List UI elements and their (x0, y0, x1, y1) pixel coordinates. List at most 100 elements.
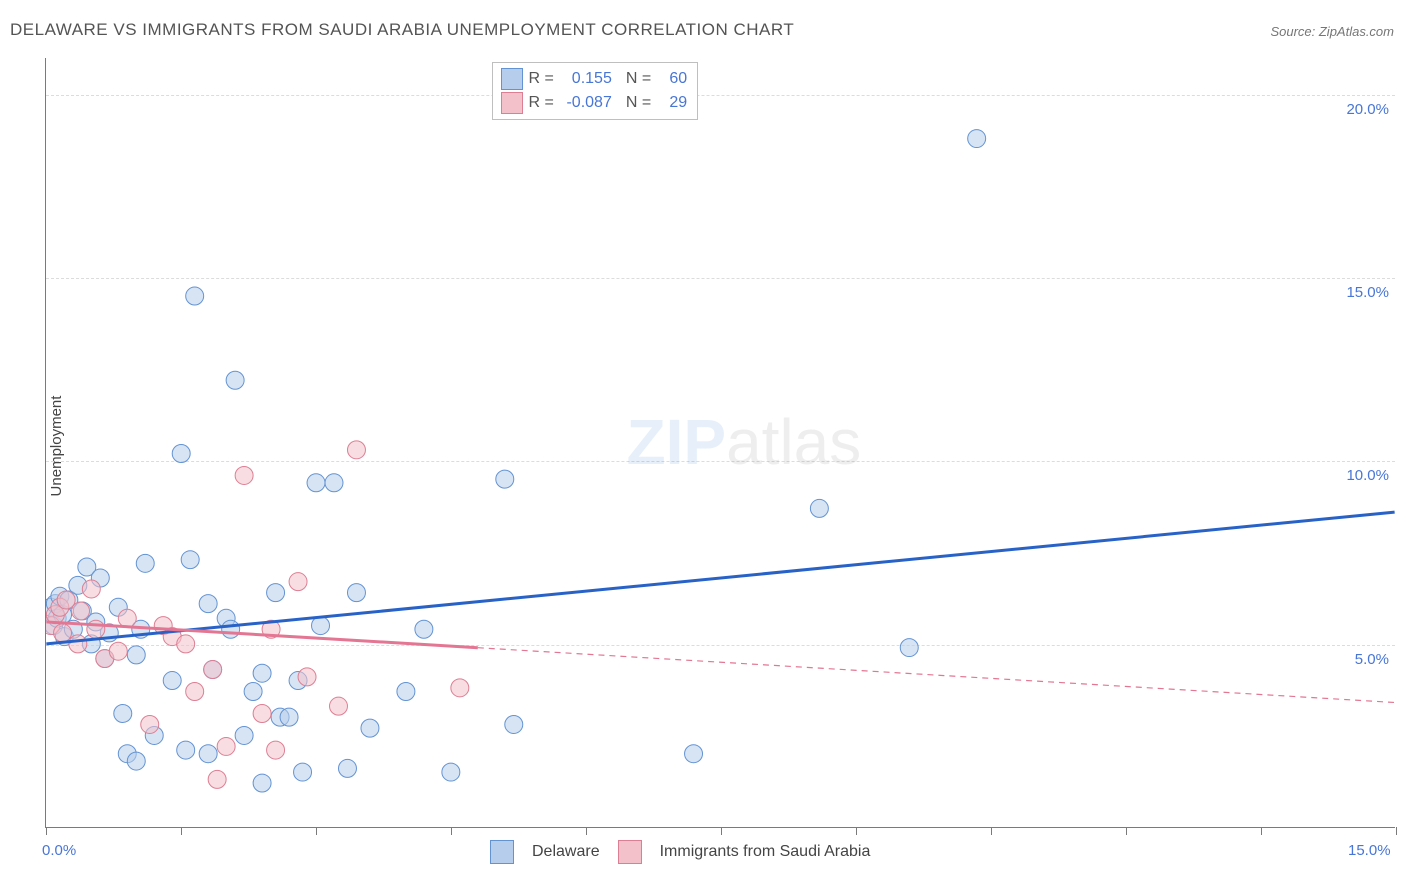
data-point (186, 287, 204, 305)
x-tick (991, 827, 992, 835)
data-point (325, 474, 343, 492)
trend-line (478, 648, 1395, 703)
legend-swatch (618, 840, 642, 864)
data-point (347, 441, 365, 459)
r-label: R = (529, 91, 554, 115)
data-point (172, 444, 190, 462)
legend-label: Immigrants from Saudi Arabia (660, 843, 871, 861)
data-point (312, 617, 330, 635)
series-legend: Delaware Immigrants from Saudi Arabia (490, 840, 870, 864)
data-point (72, 602, 90, 620)
data-point (177, 741, 195, 759)
y-tick-label: 10.0% (1346, 467, 1389, 484)
data-point (199, 595, 217, 613)
data-point (226, 371, 244, 389)
source-credit: Source: ZipAtlas.com (1270, 24, 1394, 39)
x-tick-label: 15.0% (1348, 842, 1391, 859)
data-point (118, 609, 136, 627)
legend-row: R =-0.087 N =29 (501, 91, 688, 115)
legend-swatch (490, 840, 514, 864)
x-tick (721, 827, 722, 835)
data-point (685, 745, 703, 763)
x-tick (856, 827, 857, 835)
data-point (54, 624, 72, 642)
legend-label: Delaware (532, 843, 600, 861)
n-label: N = (626, 91, 651, 115)
data-point (280, 708, 298, 726)
n-label: N = (626, 67, 651, 91)
data-point (361, 719, 379, 737)
y-tick-label: 5.0% (1355, 651, 1389, 668)
data-point (109, 642, 127, 660)
data-point (347, 584, 365, 602)
data-point (244, 683, 262, 701)
data-point (186, 683, 204, 701)
data-point (294, 763, 312, 781)
data-point (415, 620, 433, 638)
data-point (330, 697, 348, 715)
data-point (307, 474, 325, 492)
data-point (114, 704, 132, 722)
n-value: 29 (657, 91, 687, 115)
data-point (163, 672, 181, 690)
data-point (451, 679, 469, 697)
chart-title: DELAWARE VS IMMIGRANTS FROM SAUDI ARABIA… (10, 20, 794, 40)
x-tick (316, 827, 317, 835)
data-point (968, 130, 986, 148)
r-label: R = (529, 67, 554, 91)
data-point (181, 551, 199, 569)
x-tick-label: 0.0% (42, 842, 76, 859)
chart-container: DELAWARE VS IMMIGRANTS FROM SAUDI ARABIA… (0, 0, 1406, 892)
data-point (127, 752, 145, 770)
r-value: -0.087 (560, 91, 612, 115)
data-point (253, 774, 271, 792)
x-tick (1126, 827, 1127, 835)
data-point (298, 668, 316, 686)
n-value: 60 (657, 67, 687, 91)
data-point (505, 715, 523, 733)
data-point (235, 466, 253, 484)
correlation-legend: R =0.155 N =60 R =-0.087 N =29 (492, 62, 699, 120)
r-value: 0.155 (560, 67, 612, 91)
data-point (810, 499, 828, 517)
legend-row: R =0.155 N =60 (501, 67, 688, 91)
legend-swatch (501, 92, 523, 114)
x-tick (1261, 827, 1262, 835)
y-tick-label: 20.0% (1346, 101, 1389, 118)
data-point (199, 745, 217, 763)
data-point (217, 737, 235, 755)
data-point (253, 664, 271, 682)
data-point (496, 470, 514, 488)
legend-swatch (501, 68, 523, 90)
data-point (204, 661, 222, 679)
x-tick (46, 827, 47, 835)
data-point (442, 763, 460, 781)
data-point (69, 635, 87, 653)
data-point (267, 741, 285, 759)
data-point (235, 726, 253, 744)
data-point (222, 620, 240, 638)
data-point (900, 639, 918, 657)
plot-area: ZIPatlas R =0.155N =60R =-0.087N =29 5.0… (45, 58, 1395, 828)
data-point (267, 584, 285, 602)
source-prefix: Source: (1270, 24, 1318, 39)
trend-line (46, 512, 1394, 644)
data-point (338, 759, 356, 777)
data-point (136, 554, 154, 572)
data-point (177, 635, 195, 653)
data-point (397, 683, 415, 701)
data-point (141, 715, 159, 733)
data-point (127, 646, 145, 664)
data-point (82, 580, 100, 598)
data-point (289, 573, 307, 591)
x-tick (181, 827, 182, 835)
x-tick (586, 827, 587, 835)
chart-svg (46, 58, 1395, 827)
data-point (208, 770, 226, 788)
x-tick (1396, 827, 1397, 835)
data-point (87, 620, 105, 638)
x-tick (451, 827, 452, 835)
data-point (253, 704, 271, 722)
source-name: ZipAtlas.com (1319, 24, 1394, 39)
y-tick-label: 15.0% (1346, 284, 1389, 301)
